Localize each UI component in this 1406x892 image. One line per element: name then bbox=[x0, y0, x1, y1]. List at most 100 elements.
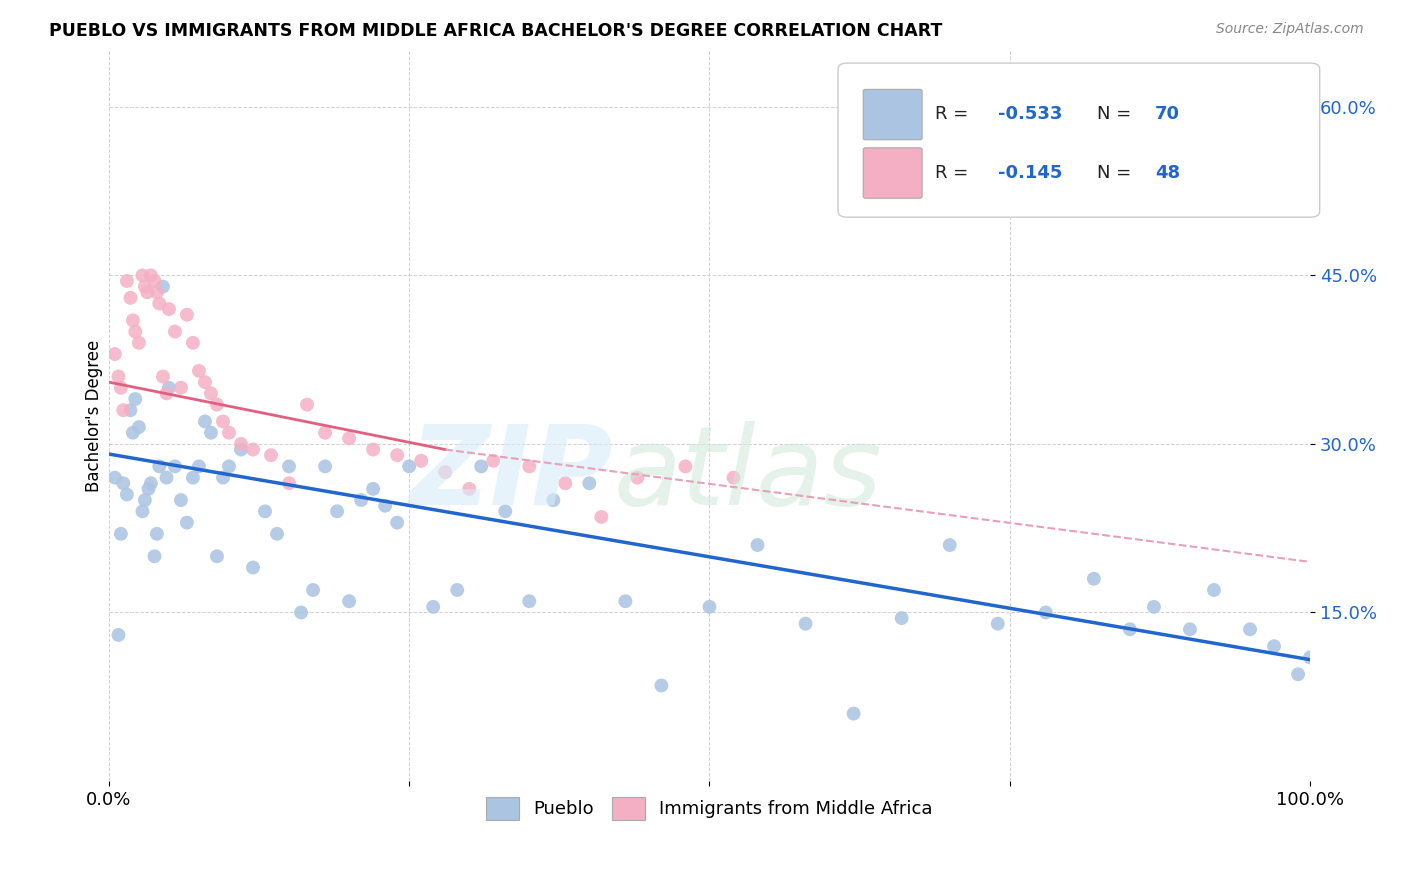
Point bbox=[614, 594, 637, 608]
Point bbox=[131, 504, 153, 518]
Point bbox=[314, 459, 336, 474]
Point bbox=[124, 325, 146, 339]
Point bbox=[134, 493, 156, 508]
Point bbox=[1286, 667, 1309, 681]
Point bbox=[146, 526, 169, 541]
Point bbox=[482, 454, 505, 468]
Point bbox=[155, 386, 177, 401]
Text: ZIP: ZIP bbox=[411, 421, 613, 528]
Point bbox=[458, 482, 481, 496]
Point bbox=[1119, 623, 1142, 637]
Point bbox=[1202, 582, 1225, 597]
Legend: Pueblo, Immigrants from Middle Africa: Pueblo, Immigrants from Middle Africa bbox=[479, 790, 939, 827]
Point bbox=[122, 425, 145, 440]
Point bbox=[591, 510, 613, 524]
Point bbox=[290, 606, 312, 620]
Point bbox=[181, 470, 204, 484]
Point bbox=[723, 470, 745, 484]
Point bbox=[794, 616, 817, 631]
Point bbox=[350, 493, 373, 508]
Point bbox=[747, 538, 769, 552]
Point bbox=[470, 459, 492, 474]
Point bbox=[194, 414, 217, 428]
Point bbox=[104, 470, 127, 484]
Text: -0.145: -0.145 bbox=[998, 164, 1062, 182]
Point bbox=[120, 403, 142, 417]
Text: 48: 48 bbox=[1156, 164, 1180, 182]
Text: -0.533: -0.533 bbox=[998, 105, 1062, 123]
Text: N =: N = bbox=[1098, 164, 1137, 182]
Point bbox=[242, 442, 264, 457]
Point bbox=[361, 482, 384, 496]
Point bbox=[176, 516, 198, 530]
Point bbox=[212, 414, 235, 428]
Point bbox=[434, 465, 457, 479]
Point bbox=[181, 335, 204, 350]
Point bbox=[131, 268, 153, 283]
Point bbox=[626, 470, 648, 484]
Point bbox=[260, 448, 283, 462]
Point bbox=[517, 594, 540, 608]
Text: R =: R = bbox=[935, 105, 974, 123]
Point bbox=[148, 459, 170, 474]
Point bbox=[115, 487, 138, 501]
Point bbox=[205, 398, 228, 412]
Point bbox=[122, 313, 145, 327]
Point bbox=[107, 628, 129, 642]
Point bbox=[337, 594, 360, 608]
Point bbox=[212, 470, 235, 484]
Point bbox=[675, 459, 697, 474]
Point bbox=[578, 476, 600, 491]
Point bbox=[115, 274, 138, 288]
Point bbox=[554, 476, 576, 491]
Text: R =: R = bbox=[935, 164, 974, 182]
Point bbox=[842, 706, 865, 721]
Point bbox=[110, 381, 132, 395]
Text: 70: 70 bbox=[1156, 105, 1180, 123]
Point bbox=[890, 611, 912, 625]
Point bbox=[120, 291, 142, 305]
Point bbox=[253, 504, 276, 518]
Point bbox=[143, 549, 166, 564]
Point bbox=[139, 268, 162, 283]
Point bbox=[112, 476, 135, 491]
Point bbox=[139, 476, 162, 491]
Point bbox=[326, 504, 349, 518]
Point bbox=[229, 437, 252, 451]
Point bbox=[163, 325, 186, 339]
Point bbox=[385, 448, 408, 462]
Point bbox=[1178, 623, 1201, 637]
Point bbox=[218, 425, 240, 440]
Point bbox=[266, 526, 288, 541]
Point bbox=[302, 582, 325, 597]
Text: Source: ZipAtlas.com: Source: ZipAtlas.com bbox=[1216, 22, 1364, 37]
Point bbox=[314, 425, 336, 440]
Point bbox=[152, 369, 174, 384]
Point bbox=[278, 459, 301, 474]
Y-axis label: Bachelor's Degree: Bachelor's Degree bbox=[86, 340, 103, 492]
Point bbox=[1263, 639, 1285, 653]
Text: atlas: atlas bbox=[613, 421, 882, 528]
FancyBboxPatch shape bbox=[863, 148, 922, 198]
Point bbox=[146, 285, 169, 300]
Point bbox=[170, 493, 193, 508]
Point bbox=[104, 347, 127, 361]
Point bbox=[699, 599, 721, 614]
Point bbox=[205, 549, 228, 564]
Point bbox=[218, 459, 240, 474]
Point bbox=[148, 296, 170, 310]
Point bbox=[124, 392, 146, 406]
Point bbox=[110, 526, 132, 541]
Point bbox=[229, 442, 252, 457]
Point bbox=[278, 476, 301, 491]
Point bbox=[398, 459, 420, 474]
Point bbox=[107, 369, 129, 384]
Point bbox=[176, 308, 198, 322]
Point bbox=[494, 504, 516, 518]
Point bbox=[374, 499, 396, 513]
Point bbox=[295, 398, 318, 412]
Point bbox=[1299, 650, 1322, 665]
Point bbox=[155, 470, 177, 484]
Point bbox=[170, 381, 193, 395]
Point bbox=[1143, 599, 1166, 614]
